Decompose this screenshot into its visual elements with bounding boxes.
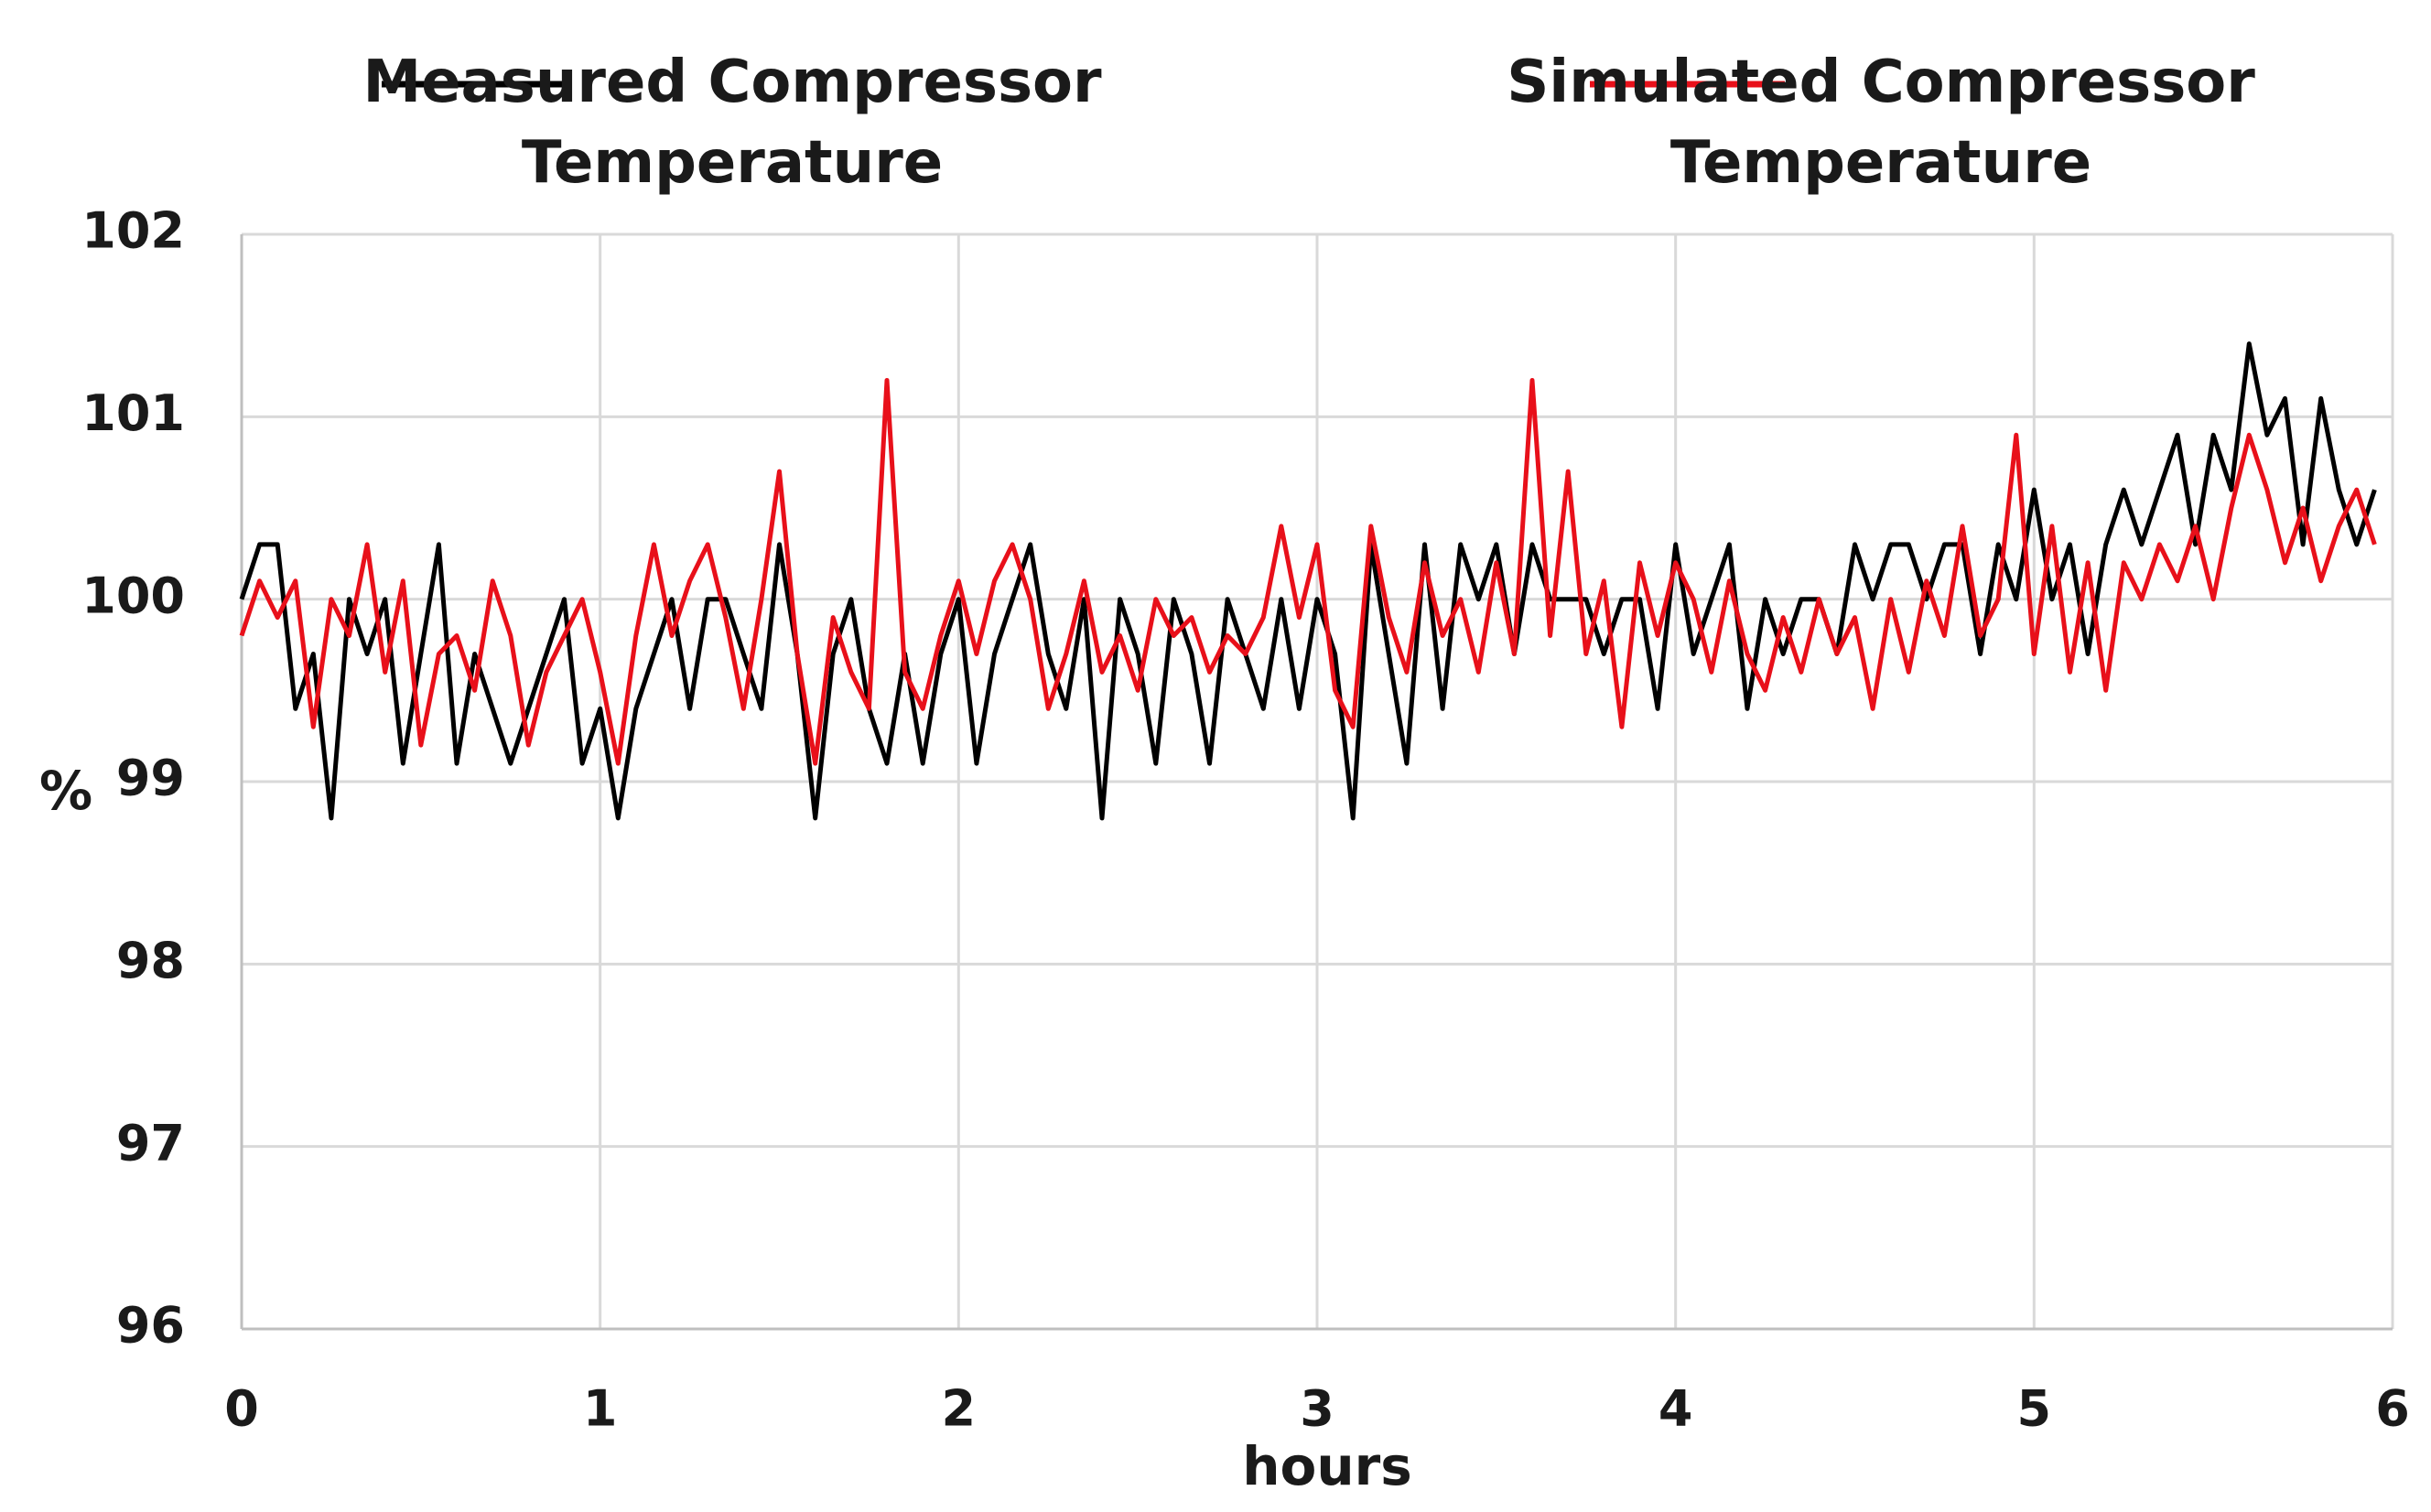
y-tick-label: 96 xyxy=(116,1297,185,1355)
legend-entry: Measured Compressor Temperature xyxy=(362,49,1102,197)
x-tick-label: 6 xyxy=(2375,1380,2410,1438)
series-line xyxy=(239,378,2377,766)
legend-entry: Simulated Compressor Temperature xyxy=(1507,49,2255,197)
x-tick-label: 0 xyxy=(224,1380,259,1438)
x-tick-label: 2 xyxy=(942,1380,977,1438)
y-axis-label: % xyxy=(39,760,92,822)
y-tick-label: 101 xyxy=(81,384,185,442)
y-tick-label: 100 xyxy=(81,567,185,624)
x-tick-label: 5 xyxy=(2017,1380,2052,1438)
x-tick-label: 4 xyxy=(1658,1380,1693,1438)
x-tick-label: 1 xyxy=(583,1380,618,1438)
y-tick-label: 98 xyxy=(116,932,185,989)
series-line xyxy=(239,341,2377,821)
y-tick-label: 102 xyxy=(81,202,185,260)
y-tick-label: 97 xyxy=(116,1114,185,1172)
x-axis-label: hours xyxy=(1242,1435,1412,1497)
x-tick-label: 3 xyxy=(1300,1380,1334,1438)
y-tick-label: 99 xyxy=(116,750,185,807)
